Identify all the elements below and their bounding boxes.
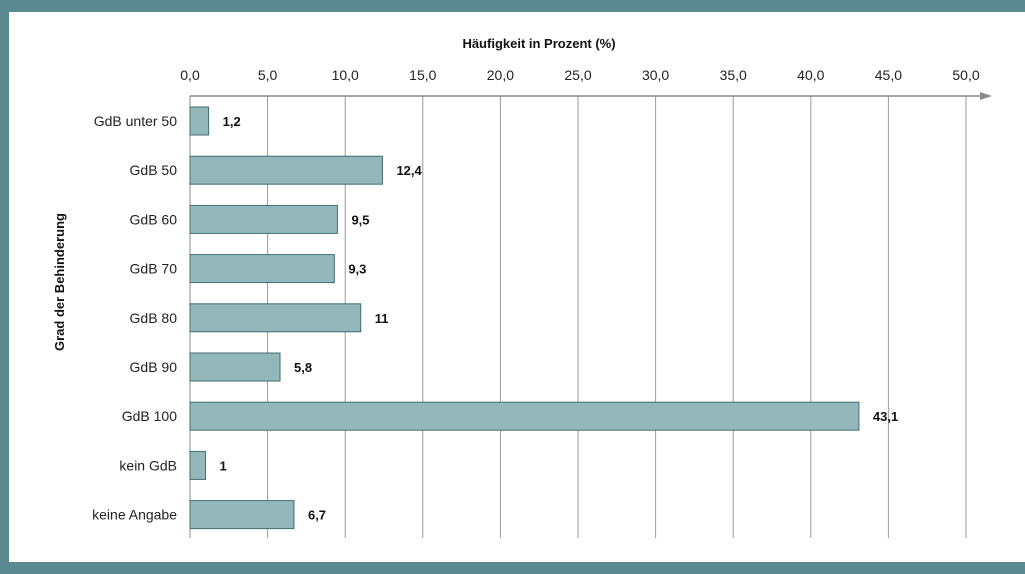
data-label: 5,8 <box>294 360 312 375</box>
x-tick-label: 50,0 <box>952 67 979 83</box>
x-tick-label: 40,0 <box>797 67 824 83</box>
category-label: GdB 100 <box>122 408 177 424</box>
category-label: GdB 70 <box>130 261 178 277</box>
category-label: GdB unter 50 <box>94 113 177 129</box>
frame-border-bottom <box>0 562 1025 574</box>
bar <box>189 106 210 136</box>
x-tick-label: 20,0 <box>487 67 514 83</box>
category-label: GdB 60 <box>130 211 178 227</box>
x-tick-label: 30,0 <box>642 67 669 83</box>
bar <box>189 254 335 284</box>
bar <box>189 204 338 234</box>
axis-layer: 0,0 5,0 10,0 15,0 20,0 25,0 30,0 35,0 40,0 45,0 50… <box>180 67 992 538</box>
x-tick-label: 15,0 <box>409 67 436 83</box>
bar <box>189 401 860 431</box>
x-tick-label: 0,0 <box>180 67 200 83</box>
data-label: 1 <box>220 458 227 473</box>
data-label: 9,3 <box>348 262 366 277</box>
data-label: 12,4 <box>396 163 422 178</box>
data-label: 9,5 <box>351 212 369 227</box>
data-label: 1,2 <box>223 114 241 129</box>
x-tick-label: 10,0 <box>332 67 359 83</box>
bar <box>189 352 281 382</box>
x-tick-label: 35,0 <box>720 67 747 83</box>
data-label: 11 <box>375 311 389 326</box>
bar <box>189 303 362 333</box>
chart-frame <box>9 12 1025 562</box>
x-tick-label: 45,0 <box>875 67 902 83</box>
category-label: GdB 90 <box>130 359 178 375</box>
bar-layer <box>189 106 860 530</box>
category-label: keine Angabe <box>92 507 177 523</box>
x-axis-title: Häufigkeit in Prozent (%) <box>462 36 615 51</box>
category-label: kein GdB <box>119 457 177 473</box>
bar <box>189 450 207 480</box>
category-label: GdB 50 <box>130 162 178 178</box>
x-tick-label: 25,0 <box>564 67 591 83</box>
label-layer: GdB unter 50 1,2 GdB 50 12,4 GdB 60 9,5 GdB 70… <box>92 113 898 523</box>
y-axis-title: Grad der Behinderung <box>52 213 67 351</box>
data-label: 43,1 <box>873 409 898 424</box>
x-tick-label: 5,0 <box>258 67 278 83</box>
bar <box>189 155 383 185</box>
x-axis-arrow-icon <box>980 92 992 100</box>
data-label: 6,7 <box>308 508 326 523</box>
bar <box>189 500 295 530</box>
category-label: GdB 80 <box>130 310 178 326</box>
